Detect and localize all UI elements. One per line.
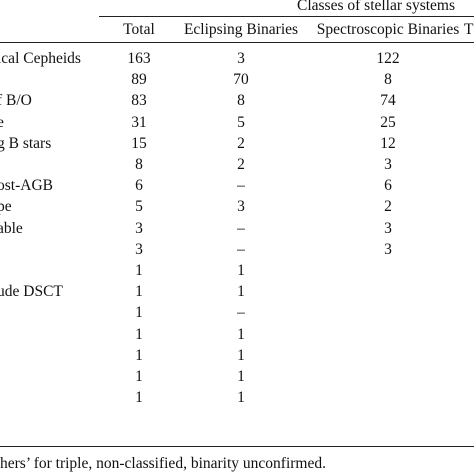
cell-eclipsing: – [237,177,245,194]
cell-spectroscopic: 2 [384,198,392,215]
cell-spectroscopic: 74 [380,92,396,109]
row-label: g B stars [0,135,52,152]
cell-total: 1 [135,347,143,364]
cell-eclipsing: 2 [237,156,245,173]
cell-spectroscopic: 8 [384,71,392,88]
cell-spectroscopic: 12 [380,135,396,152]
cell-spectroscopic: 122 [376,50,400,67]
cell-eclipsing: 2 [237,135,245,152]
row-label: ical Cepheids [0,50,81,67]
group-header-rule [99,16,474,17]
row-label: ude DSCT [0,283,63,300]
cell-total: 89 [131,71,147,88]
row-label: pe [0,198,12,215]
cell-total: 15 [131,135,147,152]
cell-total: 163 [127,50,151,67]
cell-total: 1 [135,304,143,321]
cell-eclipsing: 8 [237,92,245,109]
column-header-truncated: T [464,21,474,38]
cell-total: 8 [135,156,143,173]
cell-total: 31 [131,114,147,131]
cell-eclipsing: – [237,304,245,321]
cell-total: 5 [135,198,143,215]
column-header-total: Total [123,21,155,38]
footnote: hers’ for triple, non-classified, binari… [0,455,326,472]
cell-eclipsing: 1 [237,347,245,364]
cell-total: 6 [135,177,143,194]
row-label: e [0,114,4,131]
cell-eclipsing: 1 [237,283,245,300]
cell-total: 1 [135,368,143,385]
cell-eclipsing: – [237,241,245,258]
cell-total: 1 [135,262,143,279]
cell-total: 1 [135,326,143,343]
cell-total: 1 [135,389,143,406]
cell-eclipsing: 70 [233,71,249,88]
cell-spectroscopic: 6 [384,177,392,194]
group-header: Classes of stellar systems [297,0,455,14]
cell-eclipsing: 5 [237,114,245,131]
cell-spectroscopic: 3 [384,220,392,237]
cell-eclipsing: 1 [237,262,245,279]
cell-eclipsing: 3 [237,198,245,215]
cell-total: 3 [135,220,143,237]
row-label: ost-AGB [0,177,53,194]
cell-eclipsing: 1 [237,389,245,406]
row-label: able [0,220,23,237]
cell-eclipsing: 1 [237,326,245,343]
cell-spectroscopic: 3 [384,241,392,258]
cell-spectroscopic: 3 [384,156,392,173]
cell-eclipsing: – [237,220,245,237]
cell-total: 3 [135,241,143,258]
column-header-eclipsing: Eclipsing Binaries [183,21,299,38]
row-label: f B/O [0,92,32,109]
cell-total: 83 [131,92,147,109]
column-header-spectroscopic: Spectroscopic Binaries [316,21,460,38]
cell-total: 1 [135,283,143,300]
header-rule [0,42,474,43]
cell-eclipsing: 1 [237,368,245,385]
cell-spectroscopic: 25 [380,114,396,131]
bottom-rule [0,446,474,447]
cell-eclipsing: 3 [237,50,245,67]
